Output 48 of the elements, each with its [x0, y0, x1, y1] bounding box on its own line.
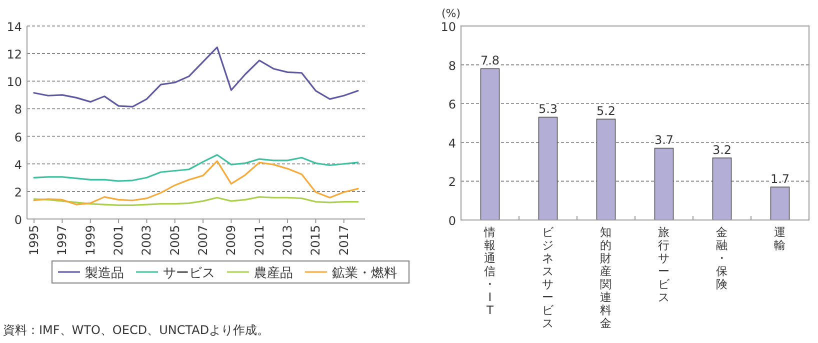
- x-tick-label: 知的財産関連料金: [600, 225, 612, 330]
- data-label: 3.2: [712, 142, 732, 157]
- x-tick-label: 2015: [308, 225, 323, 256]
- y-tick-label: 8: [14, 102, 22, 117]
- y-tick-label: 12: [6, 48, 22, 62]
- legend-label: 鉱業・燃料: [332, 266, 397, 281]
- x-tick-label: 2011: [252, 225, 266, 256]
- text: 資料：IMF、WTO、OECD、UNCTADより作成。: [3, 323, 270, 337]
- y-tick-label: 2: [14, 185, 22, 200]
- bar: [596, 118, 616, 220]
- y-tick-label: 8: [448, 58, 456, 73]
- x-tick-label: 運輸: [774, 225, 786, 252]
- x-tick-label: ビジネスサービス: [542, 225, 555, 330]
- bar: [770, 186, 790, 220]
- x-tick-label: 2003: [140, 225, 154, 256]
- x-tick-label: 2017: [336, 225, 351, 256]
- x-tick-label: 1997: [55, 225, 70, 256]
- bar: [538, 116, 558, 220]
- data-label: 7.8: [480, 54, 500, 68]
- x-tick-label: 情報通信・IT: [483, 225, 496, 317]
- x-tick-label: 2009: [224, 225, 238, 256]
- y-tick-label: 6: [14, 130, 22, 144]
- y-tick-label: 14: [6, 20, 22, 34]
- y-tick-label: 0: [448, 214, 456, 228]
- y-tick-label: 2: [448, 175, 456, 190]
- x-tick-label: 1995: [27, 225, 42, 256]
- y-tick-label: 6: [448, 98, 456, 112]
- y-tick-label: 10: [440, 20, 456, 34]
- x-tick-label: 2001: [112, 225, 126, 256]
- data-label: 5.3: [538, 102, 558, 116]
- x-tick-label: 1999: [83, 225, 98, 256]
- y-tick-label: 0: [14, 213, 22, 227]
- bar: [480, 68, 500, 220]
- legend-label: サービス: [163, 266, 215, 281]
- y-tick-label: 10: [6, 75, 22, 90]
- y-axis-title: (%): [441, 7, 461, 20]
- y-tick-label: 4: [448, 136, 456, 150]
- x-tick-label: 旅行サービス: [658, 225, 671, 304]
- legend-label: 農産品: [254, 265, 293, 281]
- data-label: 5.2: [596, 104, 616, 118]
- y-tick-label: 4: [14, 158, 22, 172]
- x-tick-label: 2013: [280, 225, 295, 256]
- x-tick-label: 金融・保険: [716, 225, 728, 291]
- bar: [654, 148, 674, 220]
- bar: [712, 158, 732, 220]
- x-tick-label: 2005: [168, 225, 182, 256]
- x-tick-label: 2007: [196, 225, 210, 256]
- legend-label: 製造品: [85, 266, 124, 281]
